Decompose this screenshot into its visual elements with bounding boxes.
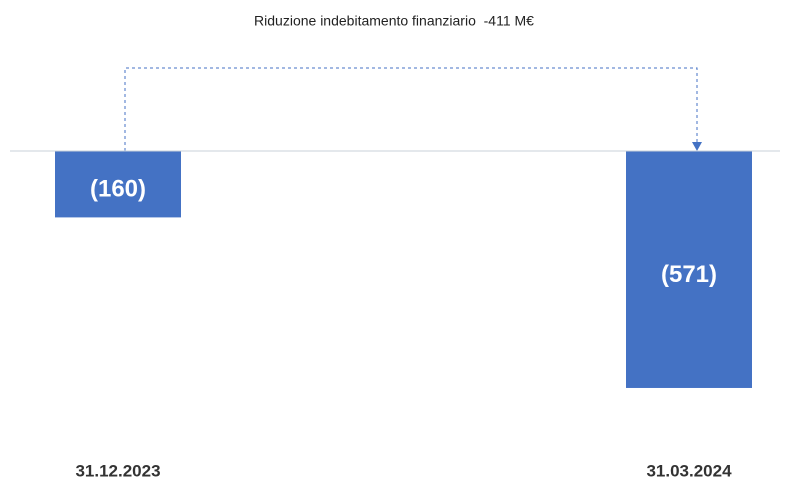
bar — [55, 151, 181, 218]
arrow-head — [692, 142, 702, 151]
value-label: (571) — [661, 261, 717, 288]
x-tick-label: 31.03.2024 — [646, 461, 732, 480]
annotation: Riduzione indebitamento finanziario -411… — [254, 13, 534, 29]
value-label: (160) — [90, 176, 146, 203]
arrow — [124, 67, 698, 151]
x-tick-label: 31.12.2023 — [75, 461, 160, 480]
bar — [626, 151, 752, 388]
